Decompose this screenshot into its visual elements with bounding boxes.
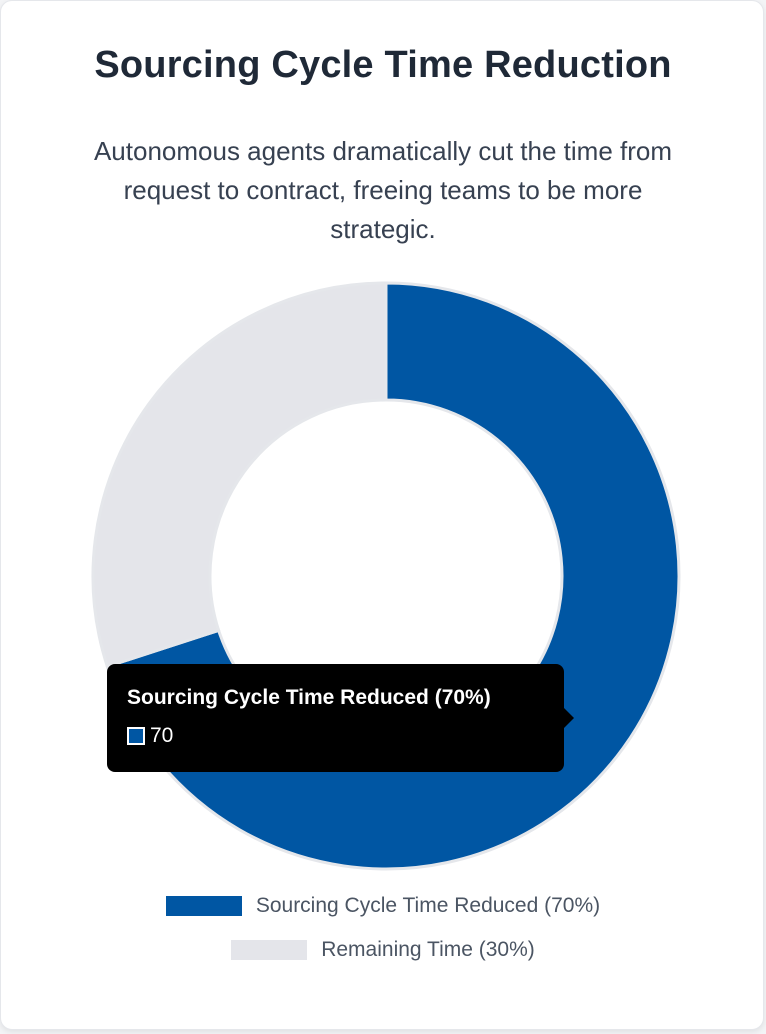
- legend-swatch-reduced: [165, 896, 242, 916]
- legend-item-remaining[interactable]: Remaining Time (30%): [0, 934, 766, 966]
- chart-title: Sourcing Cycle Time Reduction: [94, 44, 672, 86]
- chart-subtitle: Autonomous agents dramatically cut the t…: [93, 136, 673, 244]
- doughnut-slice-remaining[interactable]: [91, 281, 388, 669]
- tooltip-row: 70: [127, 724, 544, 748]
- chart-tooltip: Sourcing Cycle Time Reduced (70%) 70: [107, 664, 574, 772]
- legend-swatch-remaining: [231, 940, 308, 960]
- tooltip-value: 70: [150, 724, 174, 747]
- legend-label-reduced: Sourcing Cycle Time Reduced (70%): [255, 894, 601, 917]
- legend-item-reduced[interactable]: Sourcing Cycle Time Reduced (70%): [0, 890, 766, 922]
- chart-legend: Sourcing Cycle Time Reduced (70%) Remain…: [0, 890, 766, 978]
- legend-label-remaining: Remaining Time (30%): [321, 938, 535, 961]
- tooltip-title: Sourcing Cycle Time Reduced (70%): [127, 686, 491, 709]
- tooltip-caret: [564, 708, 574, 728]
- tooltip-swatch: [127, 727, 145, 745]
